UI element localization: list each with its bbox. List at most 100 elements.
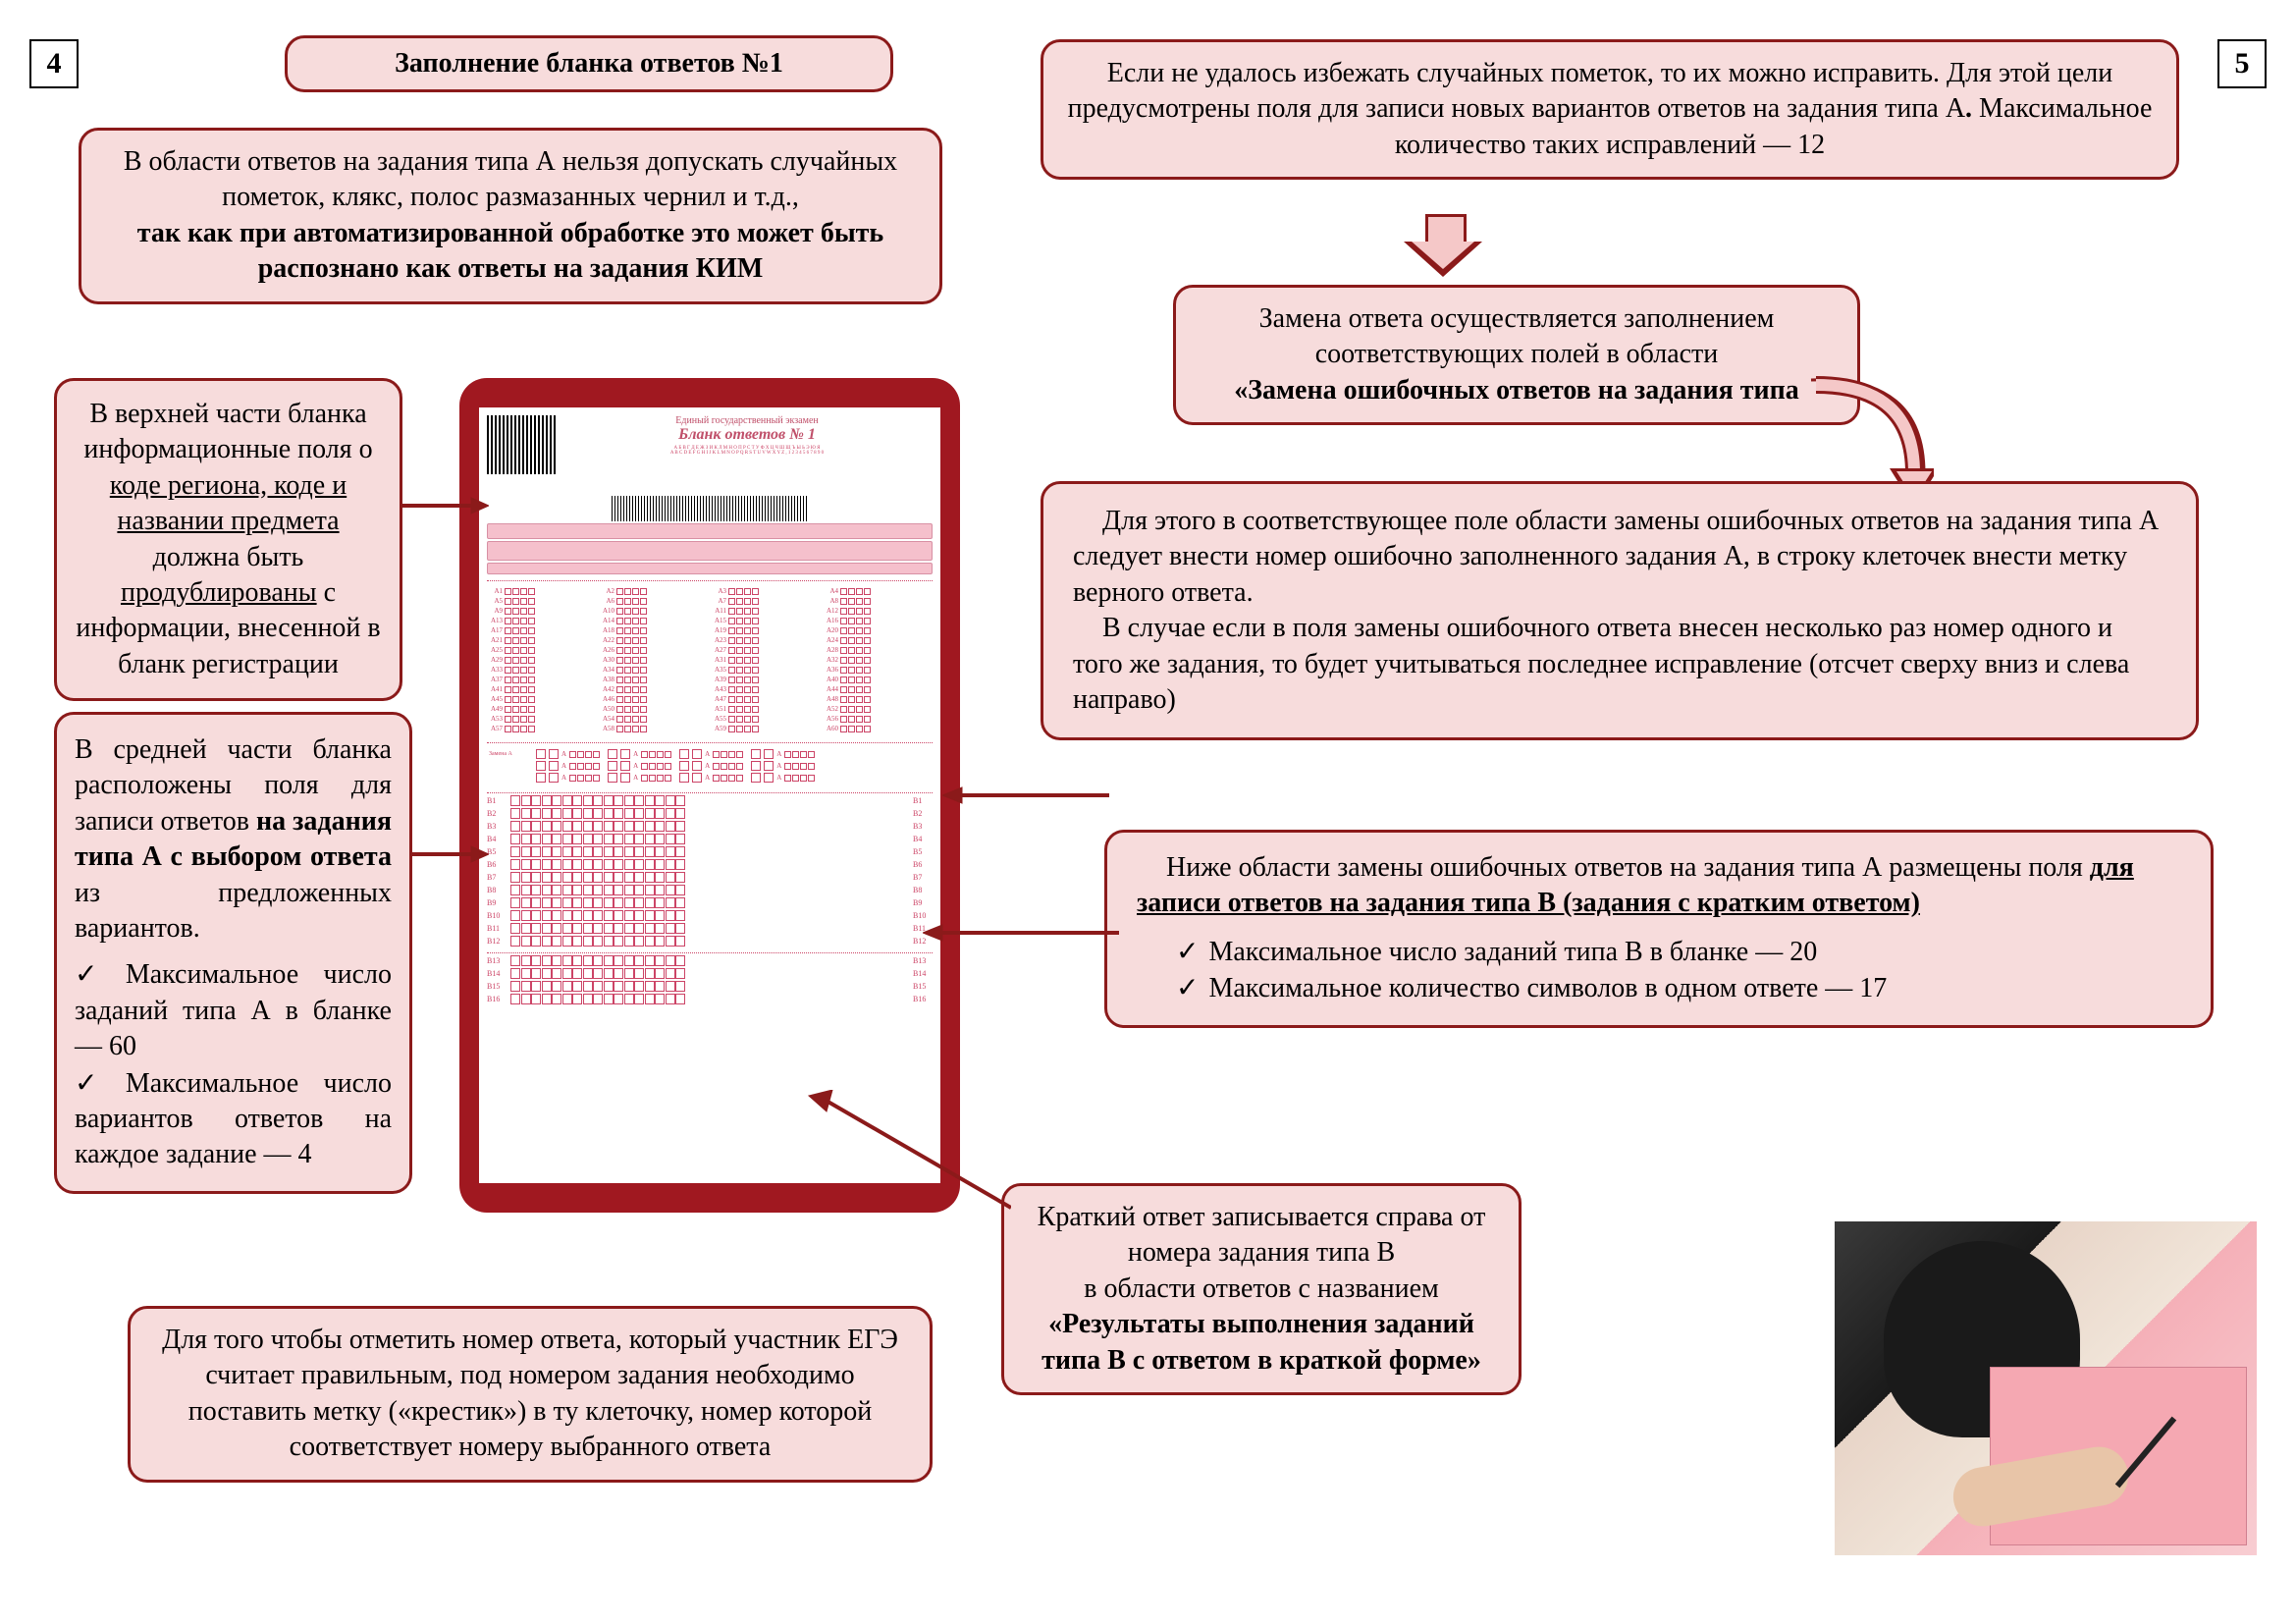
bullet: Максимальное число вариантов ответов на … — [75, 1065, 392, 1173]
form-subtitle: Единый государственный экзамен — [561, 415, 933, 426]
arrow-icon — [923, 923, 1119, 943]
type-a-cell: A56 — [825, 715, 931, 723]
type-a-cell: A18 — [601, 626, 707, 634]
text: Краткий ответ записывается справа от ном… — [1028, 1200, 1495, 1272]
text: В случае если в поля замены ошибочного о… — [1073, 611, 2166, 718]
text-u: коде региона, коде и названии предмета — [110, 470, 347, 536]
replacement-area: Замена AAAAAAAAAAAAA — [487, 745, 933, 786]
bullet: Максимальное число заданий типа А в блан… — [75, 956, 392, 1064]
text-b: «Замена ошибочных ответов на задания тип… — [1200, 373, 1834, 408]
info-box-mark-method: Для того чтобы отметить номер ответа, ко… — [128, 1306, 933, 1483]
type-a-cell: A52 — [825, 705, 931, 713]
title-box: Заполнение бланка ответов №1 — [285, 35, 893, 92]
type-a-cell: A37 — [489, 676, 595, 683]
type-a-cell: A14 — [601, 617, 707, 624]
info-box-type-b: Ниже области замены ошибочных ответов на… — [1104, 830, 2214, 1028]
type-a-cell: A10 — [601, 607, 707, 615]
type-a-cell: A7 — [713, 597, 819, 605]
type-a-cell: A9 — [489, 607, 595, 615]
type-b-row: B3B3 — [487, 821, 933, 832]
type-a-cell: A35 — [713, 666, 819, 674]
barcode-icon — [487, 415, 556, 474]
type-a-cell: A51 — [713, 705, 819, 713]
type-a-cell: A27 — [713, 646, 819, 654]
type-b-row: B11B11 — [487, 923, 933, 934]
type-a-cell: A19 — [713, 626, 819, 634]
type-a-cell: A5 — [489, 597, 595, 605]
type-a-cell: A42 — [601, 685, 707, 693]
type-a-cell: A53 — [489, 715, 595, 723]
info-box-no-marks: В области ответов на задания типа А нель… — [79, 128, 942, 304]
type-a-cell: A3 — [713, 587, 819, 595]
arrow-icon — [805, 1090, 1011, 1218]
type-a-cell: A46 — [601, 695, 707, 703]
type-b-area: B1B1B2B2B3B3B4B4B5B5B6B6B7B7B8B8B9B9B10B… — [487, 795, 933, 947]
type-a-cell: A20 — [825, 626, 931, 634]
type-a-cell: A45 — [489, 695, 595, 703]
type-a-cell: A31 — [713, 656, 819, 664]
arrow-icon — [400, 496, 489, 545]
type-a-cell: A21 — [489, 636, 595, 644]
info-box-replacement-how: Для этого в соответствующее поле области… — [1041, 481, 2199, 740]
type-b-row: B7B7 — [487, 872, 933, 883]
form-paper: Единый государственный экзамен Бланк отв… — [479, 407, 940, 1183]
type-b-row: B1B1 — [487, 795, 933, 806]
type-a-cell: A48 — [825, 695, 931, 703]
text: в области ответов с названием — [1028, 1272, 1495, 1307]
type-b-row: B6B6 — [487, 859, 933, 870]
type-b-row: B13B13 — [487, 955, 933, 966]
text: должна быть — [153, 542, 304, 572]
text: В области ответов на задания типа А нель… — [105, 144, 916, 216]
info-box-header-fields: В верхней части бланка информационные по… — [54, 378, 402, 701]
text: Для того чтобы отметить номер ответа, ко… — [162, 1325, 898, 1462]
info-box-short-answer: Краткий ответ записывается справа от ном… — [1001, 1183, 1522, 1395]
form-title: Бланк ответов № 1 — [561, 426, 933, 444]
type-a-cell: A28 — [825, 646, 931, 654]
type-a-cell: A54 — [601, 715, 707, 723]
title-text: Заполнение бланка ответов №1 — [395, 48, 783, 79]
field-band — [487, 523, 933, 539]
type-b-row: B9B9 — [487, 897, 933, 908]
text: В верхней части бланка информационные по… — [83, 399, 372, 464]
type-b-row: B4B4 — [487, 834, 933, 844]
text: Если не удалось избежать случайных помет… — [1068, 58, 2113, 124]
type-a-cell: A58 — [601, 725, 707, 732]
text: Для этого в соответствующее поле области… — [1073, 504, 2166, 611]
info-box-type-a: В средней части бланка расположены поля … — [54, 712, 412, 1194]
type-a-cell: A40 — [825, 676, 931, 683]
type-b-row: B14B14 — [487, 968, 933, 979]
alphabet-sample: А Б В Г Д Е Ж З И К Л М Н О П Р С Т У Ф … — [561, 446, 933, 456]
field-band — [487, 541, 933, 561]
type-a-cell: A43 — [713, 685, 819, 693]
type-a-cell: A44 — [825, 685, 931, 693]
type-a-cell: A39 — [713, 676, 819, 683]
type-a-cell: A38 — [601, 676, 707, 683]
replacement-row: AAAA — [489, 773, 931, 783]
down-arrow-icon — [1404, 214, 1482, 283]
type-b-row: B12B12 — [487, 936, 933, 947]
type-a-cell: A30 — [601, 656, 707, 664]
type-a-cell: A36 — [825, 666, 931, 674]
type-a-cell: A47 — [713, 695, 819, 703]
info-box-replacement-title: Замена ответа осуществляется заполнением… — [1173, 285, 1860, 425]
text: Замена ответа осуществляется заполнением… — [1200, 301, 1834, 373]
type-a-cell: A11 — [713, 607, 819, 615]
type-a-cell: A55 — [713, 715, 819, 723]
type-a-cell: A34 — [601, 666, 707, 674]
student-photo — [1835, 1221, 2257, 1555]
type-a-cell: A60 — [825, 725, 931, 732]
type-a-cell: A15 — [713, 617, 819, 624]
type-a-cell: A17 — [489, 626, 595, 634]
type-a-cell: A23 — [713, 636, 819, 644]
type-b-row: B10B10 — [487, 910, 933, 921]
type-a-cell: A25 — [489, 646, 595, 654]
type-a-cell: A32 — [825, 656, 931, 664]
type-a-cell: A1 — [489, 587, 595, 595]
text: Ниже области замены ошибочных ответов на… — [1166, 852, 2090, 883]
type-a-cell: A4 — [825, 587, 931, 595]
type-a-cell: A13 — [489, 617, 595, 624]
type-a-cell: A12 — [825, 607, 931, 615]
type-a-grid: A1A2A3A4A5A6A7A8A9A10A11A12A13A14A15A16A… — [487, 583, 933, 736]
type-b-row: B16B16 — [487, 994, 933, 1004]
type-a-cell: A41 — [489, 685, 595, 693]
